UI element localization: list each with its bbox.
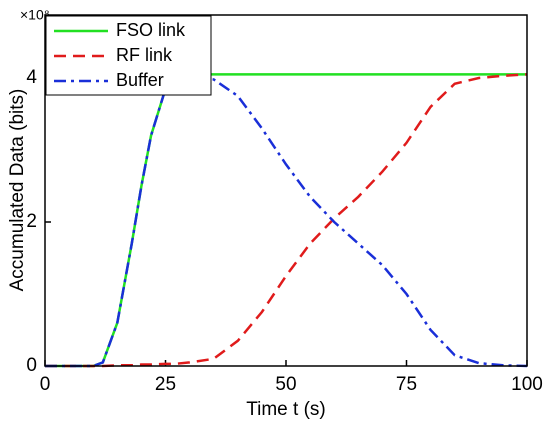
series-line bbox=[45, 73, 528, 368]
legend-label: RF link bbox=[116, 45, 173, 65]
y-axis-label: Accumulated Data (bits) bbox=[7, 89, 28, 292]
series-line bbox=[45, 75, 528, 368]
plot-frame bbox=[44, 14, 528, 367]
legend-label: Buffer bbox=[116, 70, 164, 90]
y-tick-label: 0 bbox=[26, 355, 37, 376]
y-tick-label: 2 bbox=[26, 211, 37, 232]
x-tick-label: 25 bbox=[155, 374, 176, 395]
x-tick-label: 0 bbox=[40, 374, 51, 395]
x-tick-label: 75 bbox=[396, 374, 417, 395]
x-tick-label: 50 bbox=[275, 374, 296, 395]
legend: FSO link RF link Buffer bbox=[45, 15, 212, 96]
y-multiplier: ×10⁸ bbox=[20, 7, 50, 23]
y-tick-label: 4 bbox=[26, 67, 37, 88]
x-tick-label: 100 bbox=[511, 374, 543, 395]
legend-label: FSO link bbox=[116, 20, 186, 40]
x-axis-label: Time t (s) bbox=[246, 399, 326, 420]
